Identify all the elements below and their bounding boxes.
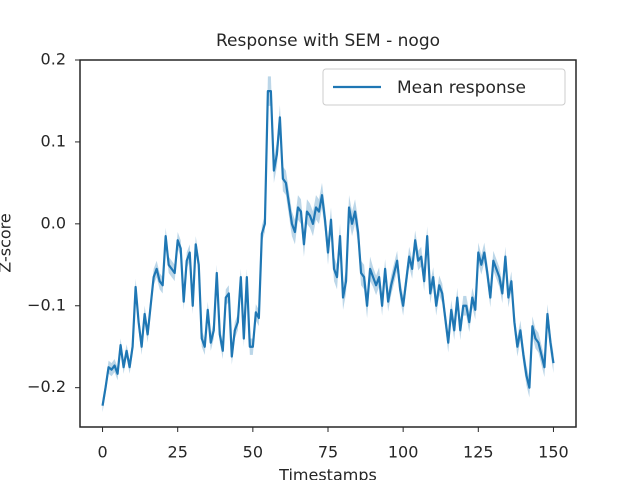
x-axis-label: Timestamps	[278, 466, 377, 480]
legend-box	[322, 68, 566, 106]
y-tick-label: −0.2	[27, 377, 66, 396]
x-tick-label: 0	[97, 443, 107, 462]
y-tick-label: 0.1	[41, 131, 66, 150]
chart-title: Response with SEM - nogo	[216, 31, 440, 51]
y-tick-label: −0.1	[27, 295, 66, 314]
y-tick-label: 0.0	[41, 213, 66, 232]
x-tick-label: 25	[168, 443, 188, 462]
x-tick-label: 125	[463, 443, 494, 462]
y-tick-label: 0.2	[41, 50, 66, 69]
mean-line	[101, 90, 555, 406]
legend-label: Mean response	[397, 78, 526, 98]
x-tick-label: 75	[318, 443, 338, 462]
x-tick-label: 50	[243, 443, 263, 462]
y-axis-label: Z-score	[0, 213, 15, 272]
plot-frame	[79, 59, 577, 428]
x-tick-label: 100	[388, 443, 419, 462]
x-tick-label: 150	[538, 443, 569, 462]
